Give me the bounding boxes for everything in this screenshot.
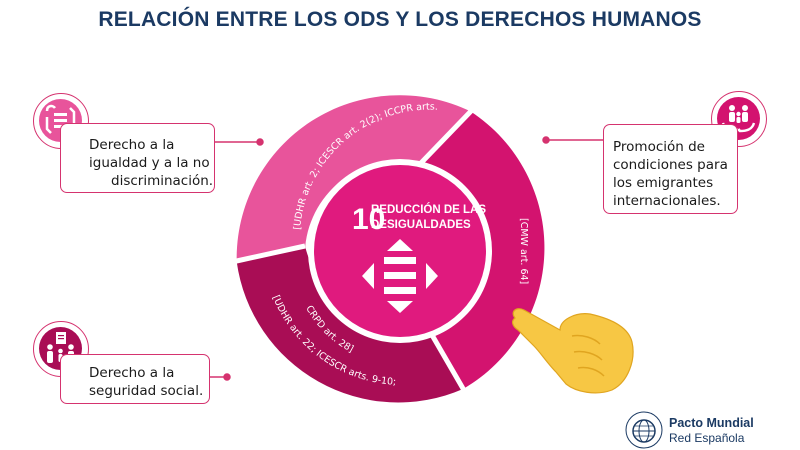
connector-lines	[210, 136, 605, 381]
reduced-inequalities-icon	[362, 239, 438, 313]
sdg-number: 10	[352, 203, 385, 236]
connector-dot	[542, 136, 550, 144]
card-migrants-line1: Promoción de	[613, 139, 705, 155]
card-migrants-line3: los emigrantes	[613, 175, 714, 191]
card-equality: Derecho a la igualdad y a la no discrimi…	[60, 123, 215, 193]
sdg-title-line1: REDUCCIÓN DE LAS	[371, 203, 486, 216]
card-equality-line1: Derecho a la	[89, 137, 175, 153]
card-social-line1: Derecho a la	[89, 365, 175, 381]
card-migrants: Promoción de condiciones para los emigra…	[603, 124, 738, 214]
card-migrants-line2: condiciones para	[613, 157, 728, 173]
logo-name-line2: Red Española	[669, 431, 745, 445]
segment-equality	[236, 95, 471, 262]
segment-migrants-text: [CMW art. 64]	[518, 218, 529, 284]
card-migrants-line4: internacionales.	[613, 193, 721, 209]
sdg-title-line2: DESIGUALDADES	[371, 219, 471, 231]
connector-dot	[223, 373, 231, 381]
card-equality-line3: discriminación.	[111, 173, 214, 189]
page-title: RELACIÓN ENTRE LOS ODS Y LOS DERECHOS HU…	[98, 8, 702, 31]
card-equality-line2: igualdad y a la no	[89, 155, 210, 171]
un-globe-icon	[625, 411, 663, 449]
family-care-icon	[717, 97, 760, 140]
logo-name-line1: Pacto Mundial	[669, 416, 754, 430]
card-social: Derecho a la seguridad social.	[60, 354, 210, 404]
card-social-line2: seguridad social.	[89, 383, 204, 399]
pointing-hand-icon	[512, 308, 634, 394]
connector-dot	[256, 138, 264, 146]
